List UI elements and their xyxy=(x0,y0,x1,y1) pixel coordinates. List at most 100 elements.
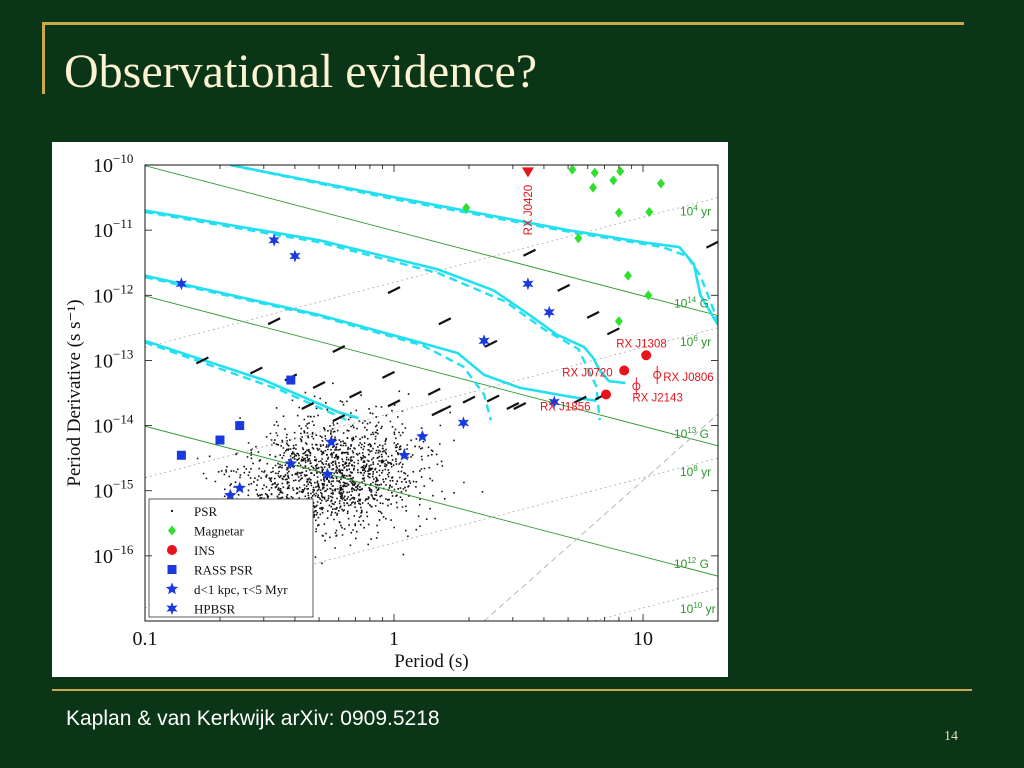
field-line-1 xyxy=(145,295,718,447)
field-line-0 xyxy=(145,165,718,317)
magnetar-point-0 xyxy=(568,165,577,175)
y-tick-label-5: 10−15 xyxy=(93,477,133,503)
y-tick-label-4: 10−14 xyxy=(93,412,134,438)
y-tick-label-3: 10−13 xyxy=(93,346,133,372)
field-label-0: 1014 G xyxy=(674,296,709,311)
ins-limit-label-1: RX J2143 xyxy=(632,392,683,404)
track-solid-3 xyxy=(145,339,359,420)
field-line-2 xyxy=(145,425,718,577)
track-tick-22 xyxy=(484,339,498,348)
ins-label-2: RX J1856 xyxy=(540,401,591,413)
track-tick-3 xyxy=(387,399,401,408)
track-tick-11 xyxy=(332,414,346,423)
legend-marker-rass xyxy=(167,565,177,574)
y-tick-label-2: 10−12 xyxy=(93,281,133,307)
hpbsr-point-3 xyxy=(522,277,534,291)
track-tick-16 xyxy=(486,394,500,403)
track-tick-17 xyxy=(513,401,527,410)
legend-label-4: d<1 kpc, τ<5 Myr xyxy=(194,582,288,597)
track-dashed-1 xyxy=(145,210,601,421)
age-line-1 xyxy=(145,327,718,479)
hpbsr-point-7 xyxy=(457,416,470,430)
bottom-rule xyxy=(52,689,972,691)
legend-label-5: HPBSR xyxy=(194,602,236,617)
track-tick-23 xyxy=(523,248,536,257)
ins-upper-limit-label: RX J0420 xyxy=(523,185,535,236)
track-tick-8 xyxy=(195,356,209,365)
track-tick-7 xyxy=(506,401,520,410)
left-rule xyxy=(42,22,45,94)
legend-marker-ins xyxy=(167,545,177,555)
ins-limit-label-0: RX J0806 xyxy=(663,372,714,384)
nearby-psr-point-6 xyxy=(224,488,237,501)
age-label-3: 1010 yr xyxy=(680,601,716,616)
y-tick-label-0: 10−10 xyxy=(93,151,133,177)
track-tick-2 xyxy=(348,390,362,399)
legend-marker-hpbsr xyxy=(166,602,178,615)
hpbsr-point-4 xyxy=(543,305,555,319)
x-axis-title: Period (s) xyxy=(394,651,468,672)
magnetar-point-10 xyxy=(623,270,632,281)
nearby-psr-point-0 xyxy=(284,457,297,469)
rass-psr-point-3 xyxy=(176,450,186,460)
track-tick-1 xyxy=(312,380,326,389)
rass-psr-point-1 xyxy=(235,421,245,431)
rass-psr-point-0 xyxy=(286,375,296,385)
track-tick-27 xyxy=(705,240,718,249)
x-tick-label-1: 1 xyxy=(389,628,399,650)
magnetar-point-7 xyxy=(614,207,623,218)
ins-label-1: RX J0720 xyxy=(562,368,613,380)
track-tick-15 xyxy=(427,387,441,396)
magnetar-point-11 xyxy=(644,290,653,301)
legend-marker-psr xyxy=(171,510,173,512)
legend-marker-nearby xyxy=(165,582,179,595)
rass-psr-point-2 xyxy=(215,435,225,445)
magnetar-point-8 xyxy=(645,206,654,217)
field-label-1: 1013 G xyxy=(674,426,709,441)
top-rule xyxy=(42,22,964,25)
hpbsr-point-2 xyxy=(175,277,187,291)
track-tick-12 xyxy=(267,317,281,326)
ins-limit-point-1 xyxy=(632,382,641,391)
age-line-2 xyxy=(145,457,718,609)
magnetar-point-6 xyxy=(462,202,471,213)
track-tick-21 xyxy=(438,317,452,326)
track-tick-10 xyxy=(301,401,315,410)
ins-point-1 xyxy=(619,365,630,376)
hpbsr-point-5 xyxy=(478,334,490,348)
citation: Kaplan & van Kerkwijk arXiv: 0909.5218 xyxy=(66,707,440,730)
track-tick-6 xyxy=(462,395,476,404)
age-label-2: 108 yr xyxy=(680,464,711,479)
ins-label-0: RX J1308 xyxy=(616,338,667,350)
plot-frame xyxy=(144,164,719,622)
age-label-1: 106 yr xyxy=(680,334,711,349)
age-label-0: 104 yr xyxy=(680,204,711,219)
ppdot-figure: 1014 G 1013 G 1012 G 104 yr 106 yr 108 yr 1010… xyxy=(52,142,728,677)
magnetar-point-2 xyxy=(609,175,618,186)
track-tick-13 xyxy=(332,344,346,353)
magnetar-point-4 xyxy=(656,178,665,189)
y-tick-label-1: 10−11 xyxy=(93,216,133,242)
track-dashed-3 xyxy=(145,341,348,422)
ins-point-2 xyxy=(600,389,611,400)
death-line xyxy=(483,413,718,621)
nearby-psr-point-1 xyxy=(321,467,334,480)
track-tick-14 xyxy=(381,370,395,379)
slide-title: Observational evidence? xyxy=(64,45,538,98)
magnetar-point-1 xyxy=(590,167,599,178)
track-tick-9 xyxy=(249,366,263,375)
legend-label-3: RASS PSR xyxy=(194,563,253,578)
x-tick-label-2: 10 xyxy=(633,628,653,650)
legend-marker-magnetar xyxy=(168,525,176,536)
hpbsr-point-0 xyxy=(268,233,280,247)
track-tick-25 xyxy=(586,310,600,319)
y-axis-title: Period Derivative (s s⁻¹) xyxy=(64,299,85,486)
track-tick-20 xyxy=(387,286,401,295)
track-solid-0 xyxy=(230,165,718,326)
magnetar-point-12 xyxy=(614,316,623,327)
legend-label-2: INS xyxy=(194,543,215,558)
ins-point-0 xyxy=(641,350,652,361)
track-solid-2 xyxy=(145,274,597,403)
magnetar-point-5 xyxy=(589,182,598,193)
hpbsr-point-1 xyxy=(289,249,301,263)
